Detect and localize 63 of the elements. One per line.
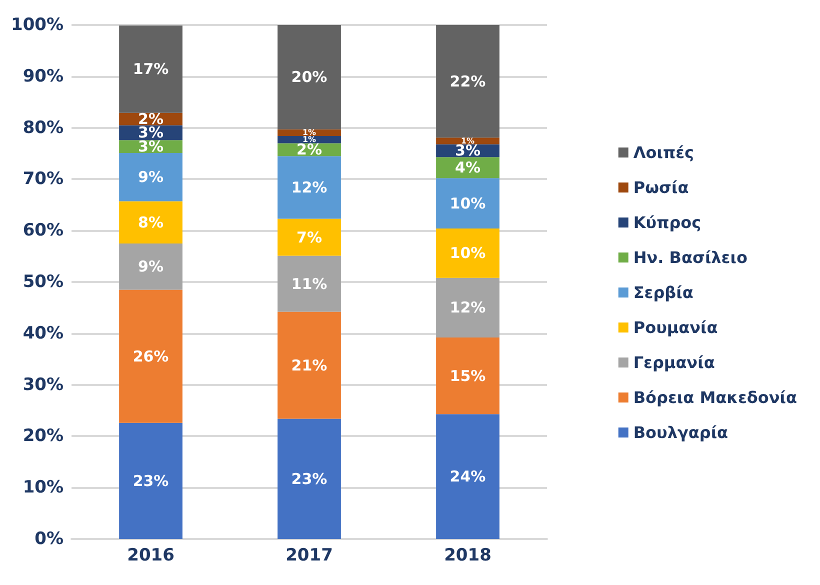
- data-label: 9%: [138, 168, 164, 186]
- bar: [278, 156, 341, 219]
- bar: [119, 243, 182, 290]
- y-tick-label: 90%: [22, 66, 64, 86]
- data-label: 4%: [455, 158, 480, 177]
- bar: [436, 278, 500, 338]
- bar: [278, 312, 341, 419]
- data-label: 10%: [450, 244, 486, 262]
- data-label: 24%: [450, 468, 486, 486]
- x-tick-label: 2017: [286, 546, 333, 566]
- legend-label: Ρουμανία: [633, 318, 718, 337]
- y-tick-label: 60%: [22, 220, 64, 241]
- legend-label: Ην. Βασίλειο: [633, 248, 748, 267]
- y-tick-label: 40%: [22, 323, 64, 344]
- bar: [436, 228, 500, 278]
- bar: [436, 25, 500, 138]
- data-label: 9%: [138, 258, 164, 276]
- legend-label: Βουλγαρία: [633, 423, 728, 442]
- y-tick-label: 70%: [22, 169, 64, 190]
- bar: [278, 418, 341, 539]
- legend-label: Γερμανία: [633, 353, 715, 372]
- bar: [119, 422, 182, 539]
- y-tick-label: 10%: [22, 478, 64, 498]
- y-tick-label: 20%: [22, 426, 64, 446]
- data-label: 1%: [302, 128, 316, 138]
- legend-label: Βόρεια Μακεδονία: [633, 388, 798, 407]
- bar: [436, 178, 500, 229]
- data-label: 1%: [302, 135, 316, 144]
- data-label: 1%: [460, 136, 475, 146]
- data-label: 17%: [132, 60, 169, 78]
- bar: [278, 25, 341, 130]
- data-label: 26%: [132, 347, 169, 366]
- data-label: 8%: [138, 213, 164, 232]
- y-tick-label: 80%: [22, 118, 64, 138]
- y-tick-label: 50%: [22, 272, 64, 292]
- data-label: 23%: [132, 472, 169, 490]
- data-label: 7%: [296, 228, 322, 246]
- data-label: 15%: [450, 366, 486, 385]
- bar: [119, 290, 182, 423]
- data-label: 10%: [450, 194, 486, 212]
- data-label: 20%: [291, 68, 328, 86]
- x-tick-label: 2016: [127, 546, 174, 566]
- bar: [278, 218, 341, 256]
- bar: [278, 256, 341, 312]
- legend-label: Κύπρος: [633, 213, 702, 232]
- data-label: 22%: [450, 72, 486, 90]
- legend-label: Ρωσία: [633, 178, 689, 197]
- bar: [119, 152, 182, 202]
- data-label: 12%: [291, 178, 328, 196]
- data-label: 21%: [291, 356, 328, 374]
- legend-label: Λοιπές: [633, 143, 694, 162]
- data-label: 11%: [291, 274, 328, 293]
- data-label: 23%: [291, 470, 328, 488]
- y-tick-label: 100%: [10, 15, 64, 35]
- bar: [119, 26, 182, 113]
- bar: [436, 338, 500, 414]
- y-tick-label: 30%: [22, 374, 64, 395]
- bar: [436, 414, 500, 539]
- y-tick-label: 0%: [34, 529, 64, 549]
- bar: [119, 201, 182, 244]
- legend-label: Σερβία: [633, 283, 694, 302]
- x-tick-label: 2018: [444, 546, 492, 566]
- data-label: 12%: [450, 298, 486, 317]
